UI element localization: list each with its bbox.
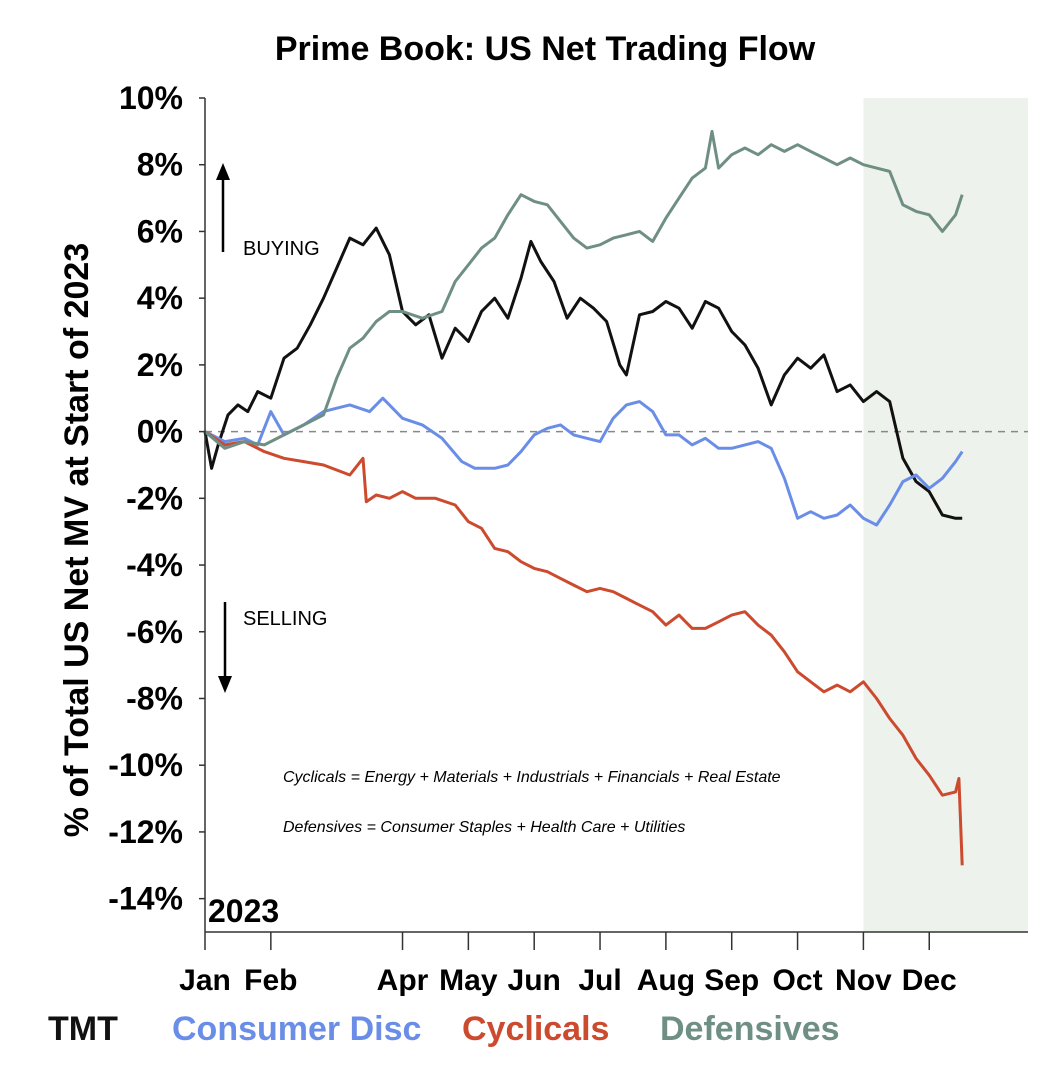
y-tick-label: -4%	[126, 547, 183, 583]
year-label: 2023	[208, 893, 279, 929]
y-tick-label: -10%	[108, 747, 183, 783]
x-ticks: Jan Feb Apr May Jun Jul Aug Sep Oct Nov Dec	[179, 932, 957, 997]
x-tick-label: Sep	[704, 964, 759, 997]
x-tick-label: Jan	[179, 964, 231, 997]
cyclicals-definition-note: Cyclicals = Energy + Materials + Industr…	[283, 769, 781, 786]
y-tick-label: 6%	[137, 213, 183, 249]
y-tick-label: 2%	[137, 347, 183, 383]
x-tick-label: Nov	[835, 964, 892, 997]
series-line-tmt	[203, 226, 963, 520]
chart-title: Prime Book: US Net Trading Flow	[275, 30, 816, 68]
defensives-definition-note: Defensives = Consumer Staples + Health C…	[283, 819, 685, 836]
selling-label: SELLING	[243, 608, 327, 630]
y-tick-label: -2%	[126, 480, 183, 516]
y-tick-label: 0%	[137, 414, 183, 450]
y-tick-label: 10%	[119, 80, 183, 116]
selling-annotation: SELLING	[218, 602, 327, 693]
y-tick-label: -14%	[108, 881, 183, 917]
buying-annotation: BUYING	[216, 163, 320, 260]
x-tick-label: Aug	[637, 964, 695, 997]
y-tick-label: 8%	[137, 147, 183, 183]
series-line-consumer-disc	[204, 396, 964, 527]
x-tick-label: May	[439, 964, 498, 997]
y-ticks: 10% 8% 6% 4% 2% 0% -2% -4% -6% -8% -10% -12% -14%	[108, 80, 205, 917]
series-line-cyclicals	[204, 430, 964, 866]
x-tick-label: Jul	[578, 964, 621, 997]
x-tick-label: Jun	[508, 964, 561, 997]
buying-label: BUYING	[243, 238, 320, 260]
y-tick-label: 4%	[137, 280, 183, 316]
down-arrowhead-icon	[218, 676, 232, 693]
x-tick-label: Dec	[902, 964, 957, 997]
y-axis-label: % of Total US Net MV at Start of 2023	[58, 243, 96, 837]
x-tick-label: Feb	[244, 964, 297, 997]
x-tick-label: Apr	[377, 964, 429, 997]
legend-tmt: TMT	[48, 1010, 118, 1048]
series-layer	[203, 129, 964, 866]
x-tick-label: Oct	[773, 964, 823, 997]
legend-defensives: Defensives	[660, 1010, 840, 1048]
legend-cyclicals: Cyclicals	[462, 1010, 609, 1048]
y-tick-label: -6%	[126, 614, 183, 650]
series-line-defensives	[204, 129, 964, 450]
y-tick-label: -8%	[126, 680, 183, 716]
up-arrowhead-icon	[216, 163, 230, 180]
legend-consumer-disc: Consumer Disc	[172, 1010, 421, 1048]
y-tick-label: -12%	[108, 814, 183, 850]
